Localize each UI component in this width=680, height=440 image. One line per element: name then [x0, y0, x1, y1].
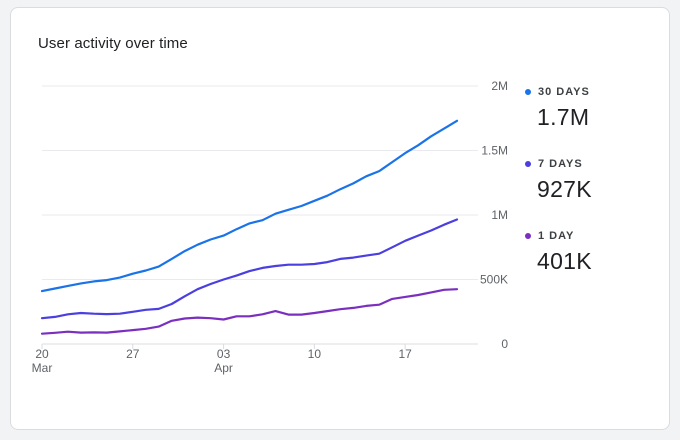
legend-label-7-days: 7 DAYS: [538, 158, 583, 170]
x-tick-label: Apr: [214, 361, 233, 375]
x-tick-label: Mar: [32, 361, 53, 375]
y-tick-label: 1M: [491, 208, 508, 222]
legend-value-1-day: 401K: [537, 248, 592, 274]
legend-item-7-days[interactable]: 7 DAYS 927K: [525, 158, 645, 203]
y-tick-label: 500K: [480, 273, 508, 287]
legend-label-1-day: 1 DAY: [538, 230, 575, 242]
legend-item-1-day[interactable]: 1 DAY 401K: [525, 230, 645, 275]
series-line-30-days: [40, 119, 459, 293]
legend-value-7-days: 927K: [537, 176, 592, 202]
user-activity-card: User activity over time: [10, 7, 670, 430]
y-tick-label: 0: [501, 337, 508, 351]
legend-value-30-days: 1.7M: [537, 104, 590, 130]
x-tick-label: 20: [35, 347, 49, 361]
card-title: User activity over time: [38, 35, 188, 52]
legend-label-30-days: 30 DAYS: [538, 86, 590, 98]
legend-item-30-days[interactable]: 30 DAYS 1.7M: [525, 86, 645, 131]
legend-dot-7-days: [525, 161, 531, 167]
x-tick-label: 03: [217, 347, 231, 361]
legend-dot-1-day: [525, 233, 531, 239]
x-tick-label: 10: [308, 347, 322, 361]
series-line-7-days: [40, 218, 459, 320]
y-tick-label: 1.5M: [481, 144, 508, 158]
x-tick-label: 17: [398, 347, 412, 361]
series-line-1-day: [40, 288, 459, 335]
x-tick-label: 27: [126, 347, 140, 361]
legend-dot-30-days: [525, 89, 531, 95]
y-tick-label: 2M: [491, 79, 508, 93]
